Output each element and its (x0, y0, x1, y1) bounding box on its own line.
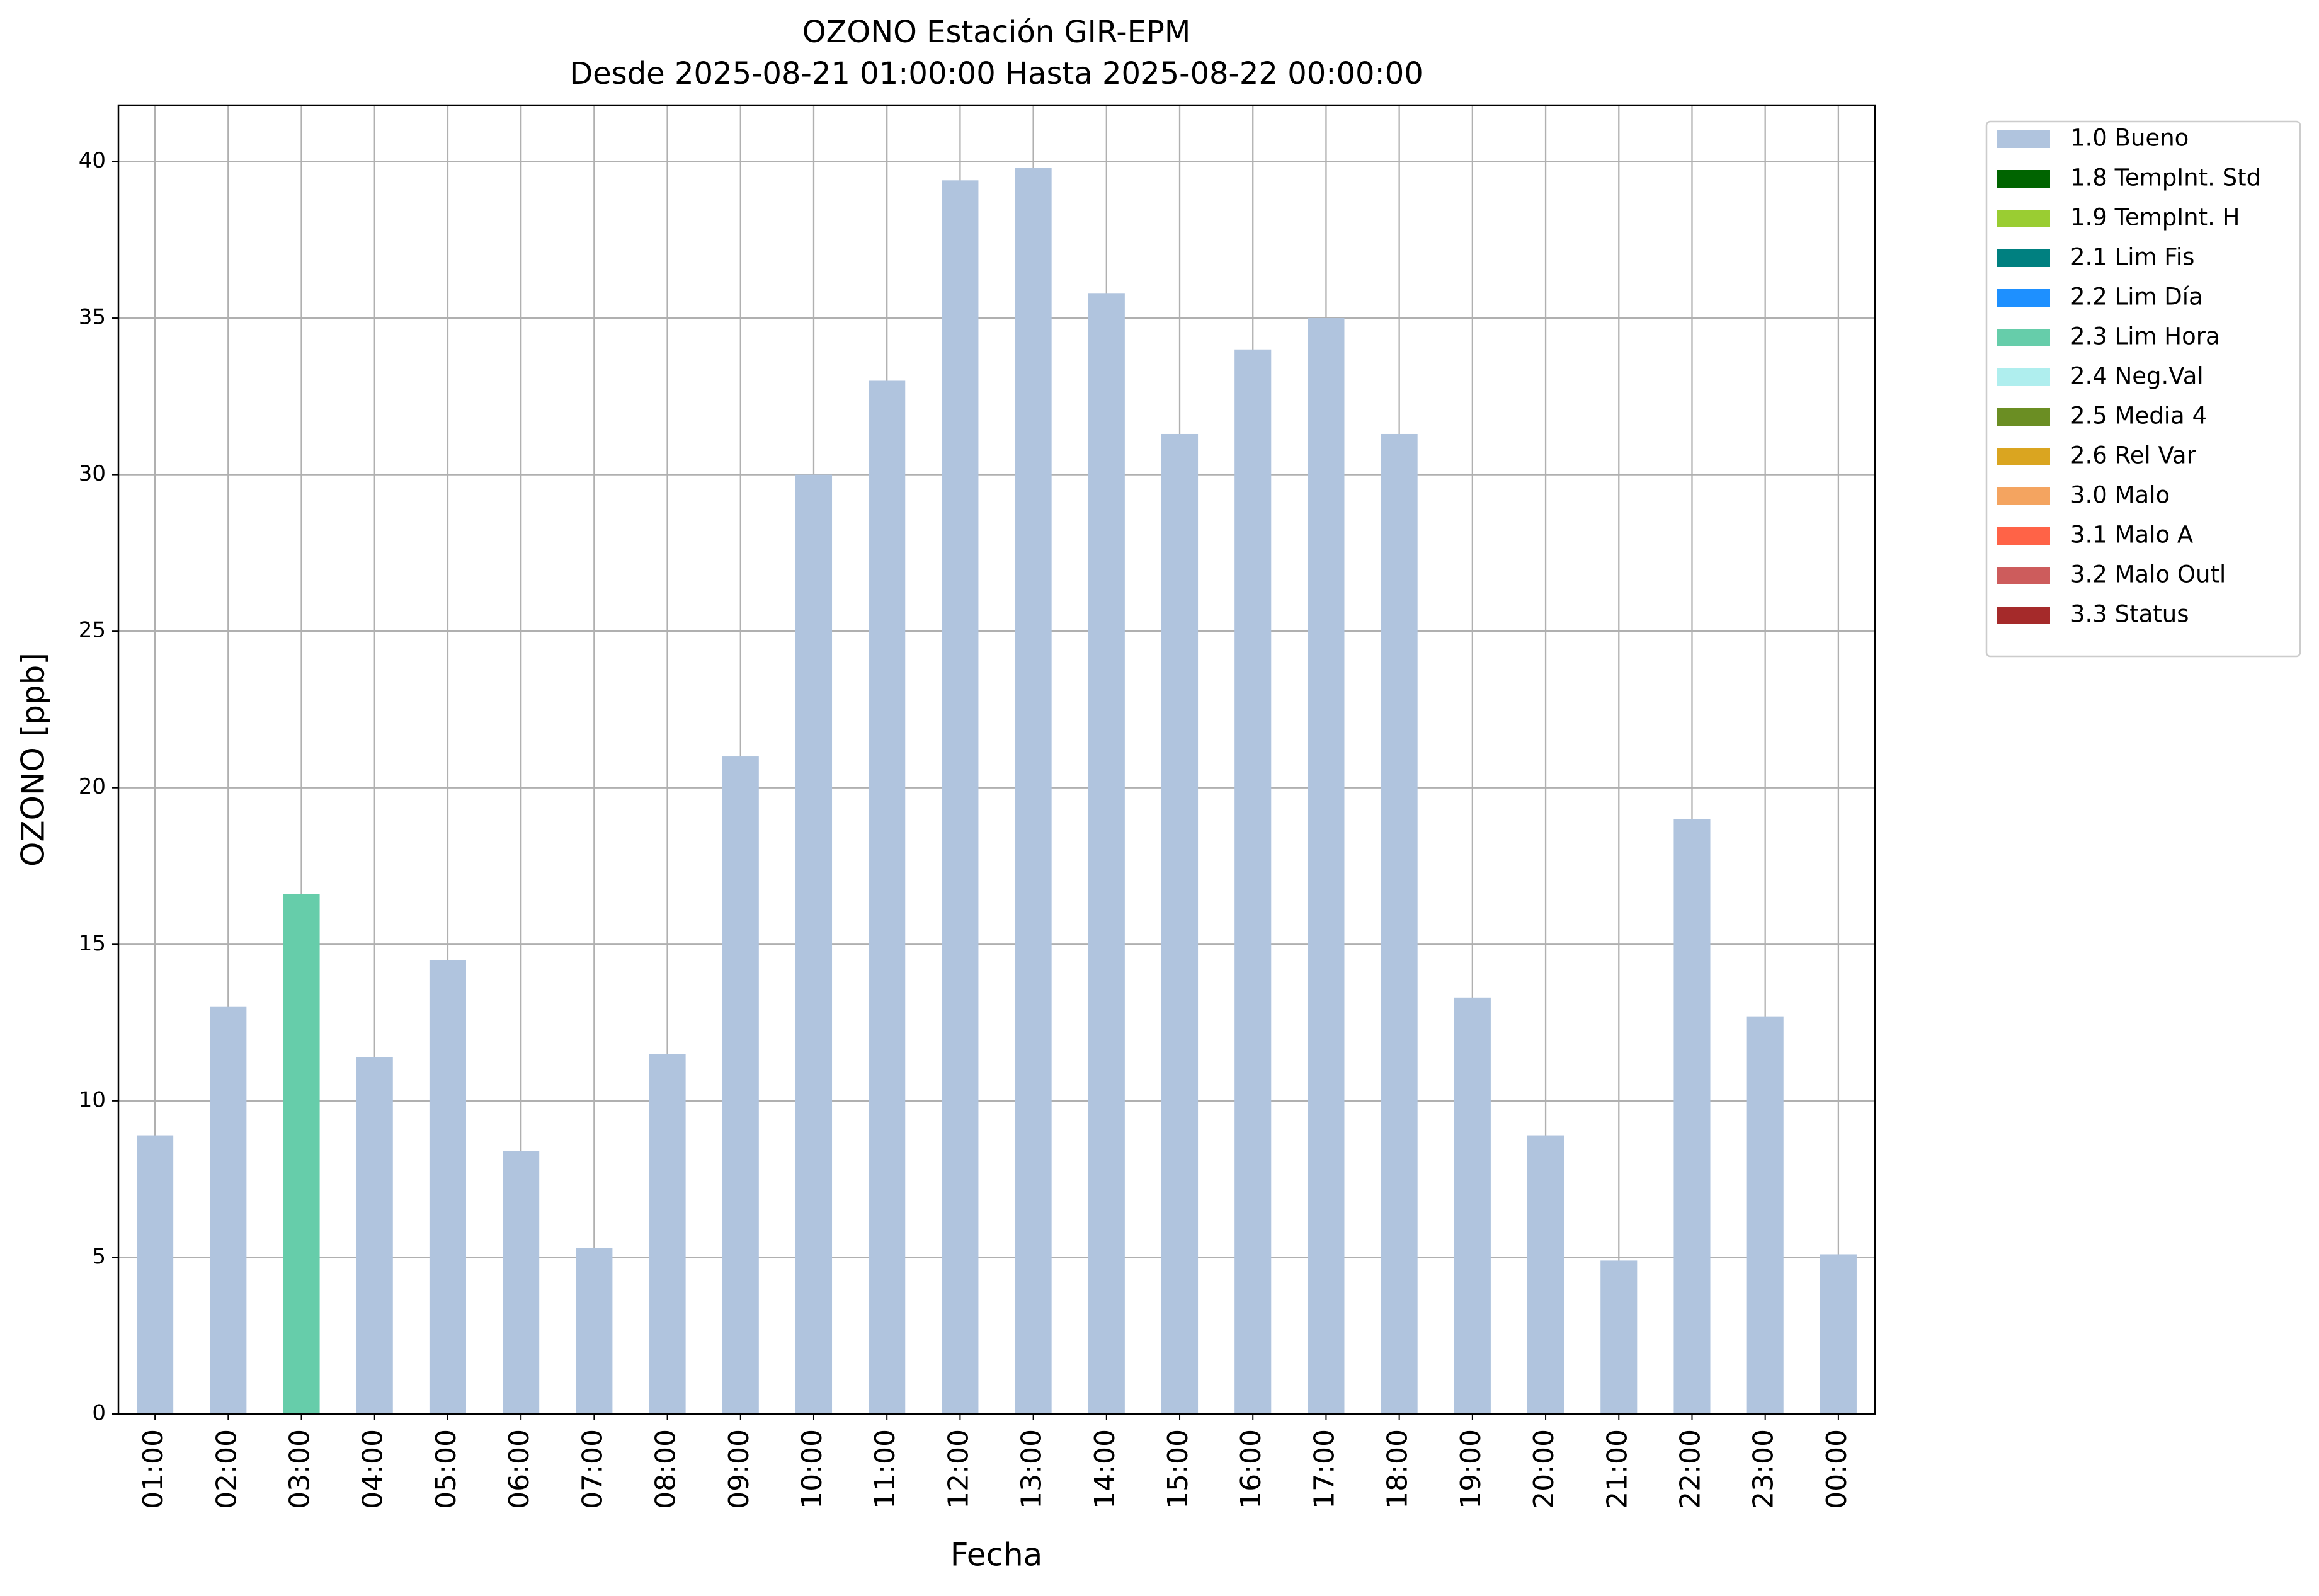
bar (1015, 168, 1052, 1415)
legend-label: 1.9 TempInt. H (2070, 204, 2240, 231)
legend-swatch (1997, 329, 2050, 346)
legend-swatch (1997, 368, 2050, 386)
x-tick-label: 04:00 (357, 1429, 389, 1509)
legend-label: 3.0 Malo (2070, 482, 2170, 509)
bar (1600, 1260, 1638, 1414)
legend-label: 2.1 Lim Fis (2070, 244, 2194, 271)
legend-swatch (1997, 249, 2050, 267)
legend-swatch (1997, 607, 2050, 624)
legend-label: 2.3 Lim Hora (2070, 323, 2220, 350)
y-tick-label: 20 (79, 774, 106, 799)
x-tick-label: 02:00 (210, 1429, 242, 1509)
y-tick-label: 35 (79, 305, 106, 330)
legend-label: 2.6 Rel Var (2070, 442, 2197, 469)
bar (1746, 1016, 1784, 1414)
x-tick-label: 06:00 (503, 1429, 535, 1509)
x-tick-label: 10:00 (796, 1429, 828, 1509)
bar (210, 1006, 247, 1414)
bar (1308, 318, 1345, 1414)
x-tick-label: 07:00 (576, 1429, 608, 1509)
y-tick-label: 5 (92, 1244, 106, 1269)
bar (649, 1054, 686, 1414)
legend-swatch (1997, 289, 2050, 307)
legend-swatch (1997, 408, 2050, 426)
legend-swatch (1997, 527, 2050, 545)
bar (576, 1248, 613, 1414)
bar (137, 1135, 174, 1414)
legend-swatch (1997, 567, 2050, 584)
bar (722, 756, 759, 1414)
legend-label: 3.1 Malo A (2070, 522, 2193, 549)
bar (283, 894, 320, 1414)
y-axis-label: OZONO [ppb] (15, 653, 52, 867)
bar (795, 474, 833, 1414)
x-tick-label: 20:00 (1528, 1429, 1560, 1509)
x-tick-label: 16:00 (1235, 1429, 1267, 1509)
y-tick-label: 0 (92, 1401, 106, 1426)
legend-label: 3.3 Status (2070, 601, 2189, 628)
bar (1673, 819, 1711, 1414)
legend-swatch (1997, 210, 2050, 227)
x-tick-label: 22:00 (1674, 1429, 1706, 1509)
y-tick-label: 40 (79, 148, 106, 173)
x-tick-label: 00:00 (1821, 1429, 1853, 1509)
plot-frame (117, 104, 1876, 1415)
x-tick-label: 17:00 (1308, 1429, 1340, 1509)
legend-label: 1.8 TempInt. Std (2070, 164, 2261, 191)
x-tick-label: 15:00 (1162, 1429, 1194, 1509)
bar (503, 1151, 540, 1414)
legend-label: 2.5 Media 4 (2070, 402, 2207, 430)
bar (1527, 1135, 1564, 1414)
bar (1381, 433, 1418, 1415)
x-tick-label: 09:00 (723, 1429, 755, 1509)
y-tick-label: 10 (79, 1087, 106, 1112)
x-tick-label: 08:00 (650, 1429, 682, 1509)
x-tick-label: 12:00 (942, 1429, 974, 1509)
bar (1088, 293, 1125, 1414)
bar (356, 1057, 393, 1414)
chart-title: OZONO Estación GIR-EPM (802, 14, 1191, 50)
x-tick-label: 19:00 (1455, 1429, 1487, 1509)
bar (1454, 997, 1491, 1414)
x-tick-label: 18:00 (1382, 1429, 1414, 1509)
bar (1820, 1254, 1857, 1414)
legend-swatch (1997, 487, 2050, 505)
x-tick-label: 01:00 (137, 1429, 169, 1509)
y-tick-label: 30 (79, 461, 106, 486)
x-tick-label: 23:00 (1748, 1429, 1780, 1509)
x-tick-label: 21:00 (1601, 1429, 1633, 1509)
legend-swatch (1997, 448, 2050, 465)
x-tick-label: 03:00 (284, 1429, 316, 1509)
legend-swatch (1997, 170, 2050, 188)
legend-swatch (1997, 130, 2050, 148)
bar (869, 380, 906, 1415)
bar-layer (137, 168, 1857, 1415)
y-tick-label: 25 (79, 618, 106, 643)
bar (429, 960, 466, 1414)
legend-label: 2.2 Lim Día (2070, 283, 2203, 311)
legend-label: 1.0 Bueno (2070, 125, 2189, 152)
legend-label: 2.4 Neg.Val (2070, 363, 2204, 390)
chart-subtitle: Desde 2025-08-21 01:00:00 Hasta 2025-08-… (569, 56, 1423, 91)
x-tick-label: 14:00 (1089, 1429, 1121, 1509)
x-tick-label: 05:00 (430, 1429, 462, 1509)
x-tick-label: 11:00 (869, 1429, 901, 1509)
x-tick-label: 13:00 (1016, 1429, 1048, 1509)
bar (942, 180, 979, 1414)
bar (1234, 349, 1272, 1414)
legend-box (1985, 120, 2301, 658)
legend-label: 3.2 Malo Outl (2070, 561, 2226, 588)
y-tick-label: 15 (79, 931, 106, 956)
bar (1161, 433, 1199, 1415)
x-axis-label: Fecha (950, 1537, 1043, 1573)
